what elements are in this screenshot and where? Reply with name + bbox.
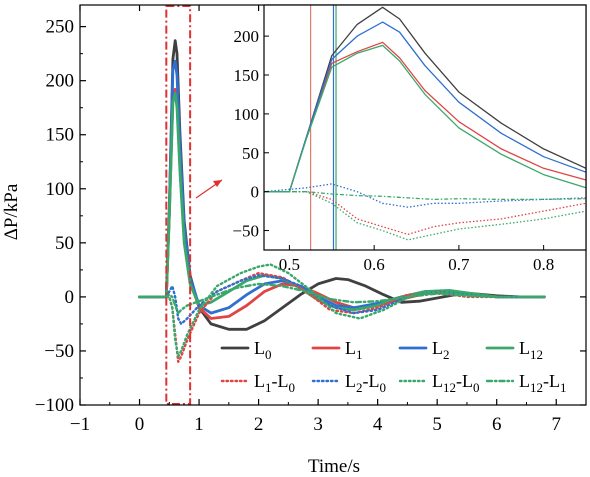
inset-x-tick-label-2: 0.7 bbox=[448, 255, 470, 274]
main-plot: −1 0 1 2 3 4 5 6 7 −100 −50 0 50 100 150 200 250 bbox=[35, 4, 587, 435]
arrow-head bbox=[213, 180, 222, 187]
x-tick-label--1: −1 bbox=[70, 414, 90, 435]
legend-item-l12-l0: L12-L0 bbox=[398, 371, 480, 395]
inset-background bbox=[264, 5, 586, 250]
legend: L0 L1 L2 L12 L1-L0 L2-L0 L12-L0 L12-L1 bbox=[220, 338, 567, 395]
y-tick-label-0: 0 bbox=[65, 287, 75, 308]
x-tick-label-3: 3 bbox=[313, 414, 323, 435]
inset-y-tick-label-100: 100 bbox=[234, 105, 260, 124]
x-tick-label-6: 6 bbox=[492, 414, 502, 435]
inset-pointer-arrow bbox=[195, 179, 223, 199]
y-axis-title: ΔP/kPa bbox=[1, 183, 22, 240]
inset-frame bbox=[263, 4, 587, 251]
legend-item-l0: L0 bbox=[220, 338, 272, 362]
inset-series-line-l2-l0 bbox=[263, 183, 587, 208]
y-tick-label-50: 50 bbox=[55, 233, 74, 254]
inset-series-line-l12 bbox=[264, 44, 587, 193]
legend-item-l1: L1 bbox=[311, 338, 363, 362]
y-tick-label-150: 150 bbox=[46, 125, 75, 146]
legend-label-l2-l0: L2-L0 bbox=[345, 371, 386, 395]
inset-x-tick-label-0: 0.5 bbox=[279, 255, 300, 274]
y-tick-label-200: 200 bbox=[46, 71, 75, 92]
inset-x-tick-label-1: 0.6 bbox=[364, 255, 385, 274]
legend-item-l2-l0: L2-L0 bbox=[311, 371, 386, 395]
series-line-l12-l0 bbox=[138, 263, 546, 358]
inset-series-line-l1-l0 bbox=[264, 191, 587, 236]
legend-item-l2: L2 bbox=[398, 338, 450, 362]
y-tick-label--100: −100 bbox=[35, 395, 74, 416]
y-tick-label--50: −50 bbox=[44, 341, 74, 362]
legend-label-l2: L2 bbox=[432, 338, 450, 362]
legend-label-l12-l1: L12-L1 bbox=[519, 371, 567, 395]
y-tick-label-100: 100 bbox=[46, 179, 75, 200]
series-line-l1-l0 bbox=[138, 271, 546, 363]
legend-item-l12: L12 bbox=[485, 338, 543, 362]
x-tick-label-4: 4 bbox=[373, 414, 383, 435]
series-line-l12-l1 bbox=[138, 282, 546, 315]
legend-label-l1-l0: L1-L0 bbox=[254, 371, 295, 395]
legend-label-l0: L0 bbox=[254, 338, 272, 362]
x-tick-label-0: 0 bbox=[135, 414, 145, 435]
legend-label-l1: L1 bbox=[345, 338, 363, 362]
inset-y-tick-label-150: 150 bbox=[234, 66, 260, 85]
inset-y-tick-label-0: 0 bbox=[251, 183, 260, 202]
legend-item-l1-l0: L1-L0 bbox=[220, 371, 295, 395]
x-tick-label-2: 2 bbox=[254, 414, 264, 435]
legend-label-l12-l0: L12-L0 bbox=[432, 371, 480, 395]
x-tick-label-5: 5 bbox=[432, 414, 442, 435]
series-line-l0 bbox=[138, 39, 546, 331]
inset-series-line-l12-l1 bbox=[264, 191, 587, 201]
y-tick-label-250: 250 bbox=[46, 17, 75, 38]
inset-x-tick-label-3: 0.8 bbox=[533, 255, 554, 274]
x-axis-title: Time/s bbox=[308, 456, 360, 477]
legend-label-l12: L12 bbox=[519, 338, 543, 362]
legend-item-l12-l1: L12-L1 bbox=[485, 371, 567, 395]
x-tick-label-1: 1 bbox=[194, 414, 204, 435]
highlight-region bbox=[165, 5, 192, 405]
inset-y-tick-label--50: −50 bbox=[232, 222, 259, 241]
inset-plot: 0.5 0.6 0.7 0.8 −50 0 50 100 150 200 bbox=[195, 4, 587, 274]
inset-y-tick-label-200: 200 bbox=[234, 27, 260, 46]
inset-y-tick-label-50: 50 bbox=[242, 144, 259, 163]
x-tick-label-7: 7 bbox=[551, 414, 561, 435]
